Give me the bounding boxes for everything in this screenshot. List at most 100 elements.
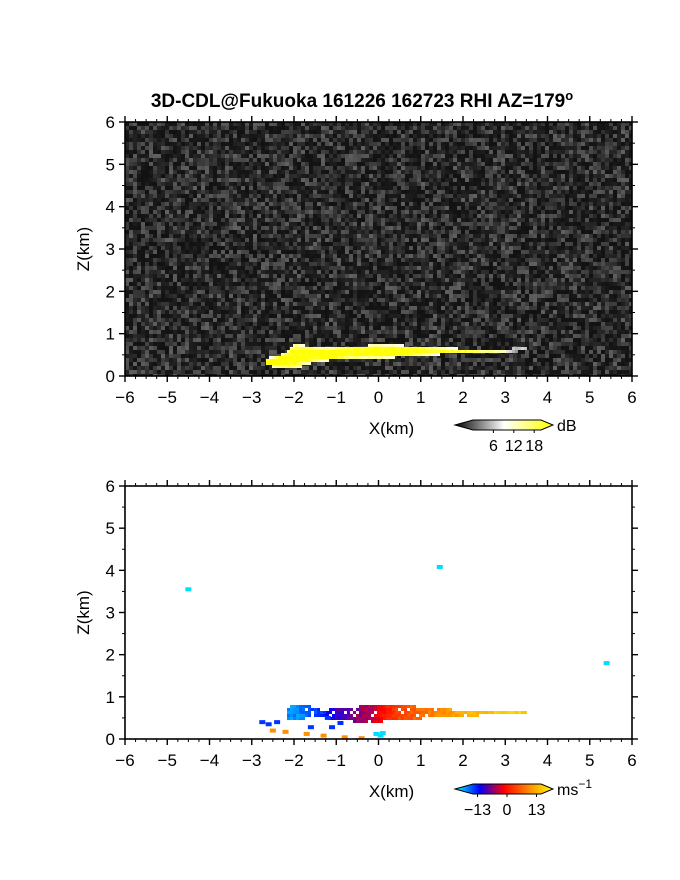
- echo-cell: [308, 347, 311, 350]
- velocity-cell: [296, 711, 299, 714]
- velocity-cell: [344, 717, 347, 720]
- echo-cell: [308, 353, 311, 356]
- velocity-cell: [368, 717, 371, 720]
- echo-cell: [485, 350, 488, 353]
- echo-cell: [359, 347, 362, 350]
- echo-cell: [293, 350, 296, 353]
- echo-cell: [503, 350, 506, 353]
- echo-cell: [380, 347, 383, 350]
- echo-cell: [368, 344, 371, 347]
- velocity-cell: [419, 714, 422, 717]
- echo-cell: [407, 350, 410, 353]
- velocity-cell: [473, 714, 476, 717]
- echo-cell: [413, 353, 416, 356]
- axes: −6 −5 −4 −3 −2 −1 0 1 2 3 4 5 6 0 1 2 3 4 5 6: [106, 113, 638, 407]
- velocity-cell: [329, 711, 332, 714]
- velocity-cell: [302, 714, 305, 717]
- velocity-cell: [413, 711, 416, 714]
- echo-cell: [299, 353, 302, 356]
- velocity-cell: [332, 708, 335, 711]
- y-tick-label: 5: [106, 519, 115, 538]
- velocity-cell: [443, 714, 446, 717]
- velocity-cell: [389, 708, 392, 711]
- velocity-cell: [383, 705, 386, 708]
- echo-cell: [293, 353, 296, 356]
- velocity-cell: [299, 705, 302, 708]
- echo-cell: [284, 356, 287, 359]
- echo-cell: [338, 347, 341, 350]
- echo-cell: [386, 344, 389, 347]
- echo-cell: [464, 350, 467, 353]
- echo-cell: [377, 353, 380, 356]
- echo-cell: [320, 353, 323, 356]
- echo-cell: [302, 353, 305, 356]
- echo-cell: [437, 353, 440, 356]
- velocity-point: [377, 733, 384, 738]
- echo-cell: [293, 356, 296, 359]
- velocity-cell: [380, 717, 383, 720]
- echo-cell: [299, 347, 302, 350]
- echo-cell: [437, 350, 440, 353]
- velocity-cell: [392, 708, 395, 711]
- echo-cell: [425, 347, 428, 350]
- echo-cell: [341, 353, 344, 356]
- velocity-cell: [407, 705, 410, 708]
- echo-cell: [290, 347, 293, 350]
- x-tick-label: 6: [627, 751, 636, 770]
- echo-cell: [356, 356, 359, 359]
- velocity-cell: [404, 717, 407, 720]
- echo-cell: [392, 350, 395, 353]
- echo-cell: [305, 347, 308, 350]
- velocity-cell: [440, 714, 443, 717]
- velocity-cell: [398, 717, 401, 720]
- echo-cell: [416, 350, 419, 353]
- velocity-cell: [383, 714, 386, 717]
- velocity-cell: [383, 708, 386, 711]
- velocity-cell: [428, 708, 431, 711]
- echo-cell: [404, 350, 407, 353]
- echo-cell: [302, 347, 305, 350]
- echo-cell: [272, 365, 275, 368]
- echo-cell: [380, 353, 383, 356]
- velocity-cell: [518, 711, 521, 714]
- echo-cell: [287, 356, 290, 359]
- echo-cell: [398, 350, 401, 353]
- velocity-cell: [392, 705, 395, 708]
- echo-cell: [335, 353, 338, 356]
- velocity-cell: [341, 708, 344, 711]
- echo-cell: [401, 344, 404, 347]
- velocity-cell: [338, 708, 341, 711]
- velocity-cell: [311, 708, 314, 711]
- echo-cell: [395, 353, 398, 356]
- velocity-cell: [359, 708, 362, 711]
- echo-cell: [389, 356, 392, 359]
- velocity-cell: [401, 714, 404, 717]
- echo-cell: [314, 350, 317, 353]
- echo-cell: [440, 347, 443, 350]
- colorbar-tick-label: 0: [503, 802, 512, 819]
- echo-cell: [356, 350, 359, 353]
- x-tick-label: −5: [158, 388, 177, 407]
- echo-cell: [524, 347, 527, 350]
- velocity-cell: [362, 714, 365, 717]
- velocity-cell: [296, 717, 299, 720]
- velocity-cell: [377, 720, 380, 723]
- velocity-cell: [506, 711, 509, 714]
- x-tick-label: −4: [200, 751, 219, 770]
- echo-cell: [368, 356, 371, 359]
- echo-cell: [413, 350, 416, 353]
- velocity-cell: [395, 714, 398, 717]
- echo-cell: [275, 356, 278, 359]
- velocity-cell: [350, 708, 353, 711]
- y-tick-label: 1: [106, 688, 115, 707]
- velocity-point: [282, 729, 289, 734]
- echo-cell: [290, 362, 293, 365]
- echo-cell: [314, 347, 317, 350]
- velocity-cell: [335, 714, 338, 717]
- echo-cell: [383, 350, 386, 353]
- x-tick-label: 0: [374, 388, 383, 407]
- velocity-cell: [458, 711, 461, 714]
- echo-cell: [299, 362, 302, 365]
- velocity-cell: [314, 714, 317, 717]
